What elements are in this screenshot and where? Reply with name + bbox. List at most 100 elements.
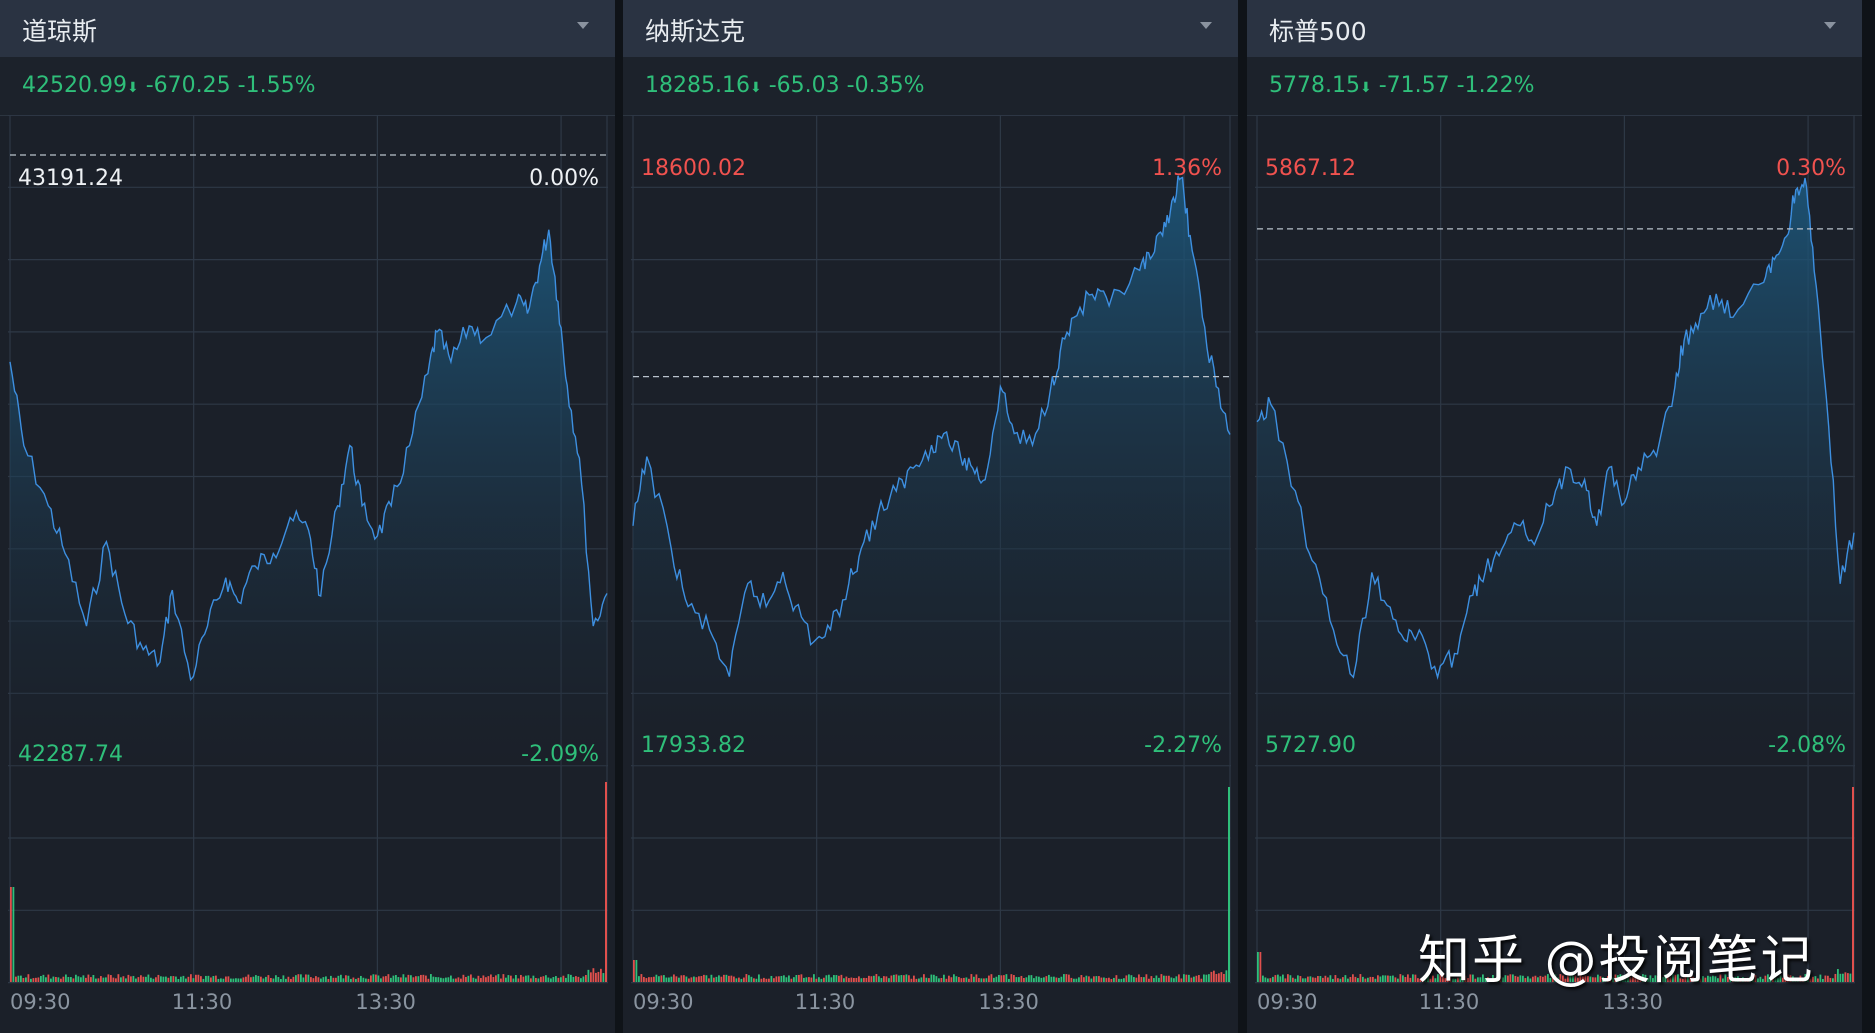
volume-bar	[425, 975, 427, 982]
panel-header[interactable]: 纳斯达克	[623, 0, 1238, 57]
volume-bar	[1737, 976, 1739, 982]
index-panel-2: 标普500 5778.15⬇ -71.57 -1.22% 5867.12 0.30…	[1247, 0, 1862, 1033]
volume-bar	[560, 977, 562, 982]
intraday-chart: 5867.12 0.30% 5727.90 -2.08% 09:30 11:30 13:30	[1255, 115, 1855, 1014]
volume-bar	[1218, 973, 1220, 982]
volume-bar	[462, 974, 465, 982]
volume-bar	[467, 975, 470, 982]
volume-bar	[1225, 970, 1228, 982]
volume-bar	[840, 974, 843, 982]
volume-bar	[1193, 976, 1195, 982]
volume-bar	[92, 974, 95, 982]
volume-bar	[340, 974, 342, 982]
intraday-chart: 43191.24 0.00% 42287.74 -2.09% 09:30 11:30 13:…	[8, 115, 608, 1014]
volume-bar	[247, 974, 250, 982]
panel-header[interactable]: 标普500	[1247, 0, 1862, 57]
volume-bar	[155, 977, 157, 982]
volume-bar	[1282, 974, 1284, 982]
volume-bar	[893, 974, 895, 982]
volume-bar	[1454, 978, 1457, 982]
volume-bar	[1569, 975, 1572, 982]
volume-bar	[1787, 974, 1789, 982]
volume-bar	[1792, 976, 1794, 982]
volume-bar	[1334, 975, 1337, 982]
volume-bar	[1307, 976, 1309, 982]
volume-bar	[978, 978, 980, 982]
caret-down-icon[interactable]	[1200, 22, 1212, 29]
volume-bar	[815, 978, 818, 982]
volume-bar	[590, 972, 592, 982]
volume-bar	[1125, 975, 1128, 982]
volume-bar	[315, 976, 317, 982]
volume-bar	[1849, 973, 1852, 982]
y-max-pct-label: 0.00%	[529, 166, 599, 191]
volume-bar	[1582, 976, 1584, 982]
volume-bar	[778, 976, 780, 982]
panel-header[interactable]: 道琼斯	[0, 0, 615, 57]
volume-bar	[918, 978, 920, 982]
volume-bar	[322, 977, 325, 982]
volume-bar	[703, 974, 705, 982]
volume-bar	[225, 976, 227, 982]
volume-bar	[380, 978, 382, 982]
volume-bar	[82, 975, 85, 982]
volume-bar	[1467, 978, 1469, 982]
volume-bar	[690, 977, 693, 982]
volume-bar	[280, 978, 282, 982]
volume-bar	[968, 978, 970, 982]
volume-bar	[465, 976, 467, 982]
volume-bar	[1814, 976, 1817, 982]
volume-bar	[805, 977, 808, 982]
volume-bar	[245, 976, 247, 982]
volume-bar	[232, 978, 235, 982]
volume-bar	[1612, 977, 1614, 982]
caret-down-icon[interactable]	[1824, 22, 1836, 29]
volume-bar	[362, 977, 365, 982]
volume-bar	[447, 977, 450, 982]
volume-bar	[678, 977, 680, 982]
volume-bar	[1000, 975, 1003, 982]
volume-bar	[648, 977, 650, 982]
volume-bar	[1287, 974, 1289, 982]
volume-bar	[920, 977, 923, 982]
volume-bar	[1140, 977, 1143, 982]
volume-bar	[337, 975, 340, 982]
volume-bar	[1794, 977, 1797, 982]
volume-bar	[355, 978, 357, 982]
volume-bar	[1093, 976, 1095, 982]
volume-bar	[1512, 974, 1514, 982]
volume-bar	[1744, 978, 1747, 982]
volume-bar	[385, 976, 387, 982]
volume-bar	[47, 974, 50, 982]
volume-bar	[1639, 978, 1642, 982]
x-tick-label: 11:30	[795, 990, 856, 1014]
volume-bar	[30, 978, 32, 982]
volume-bar	[770, 975, 773, 982]
caret-down-icon[interactable]	[577, 22, 589, 29]
volume-bar	[1135, 977, 1138, 982]
volume-bar	[375, 974, 377, 982]
volume-bar	[798, 974, 800, 982]
volume-bar	[265, 976, 267, 982]
index-title: 道琼斯	[22, 17, 98, 46]
volume-bar	[517, 978, 520, 982]
volume-bar	[1559, 974, 1562, 982]
volume-bar	[532, 975, 535, 982]
last-price: 18285.16	[645, 73, 750, 98]
volume-bar	[1143, 977, 1145, 982]
volume-bar	[1312, 977, 1314, 982]
volume-bar	[1572, 974, 1574, 982]
volume-bar	[1592, 977, 1594, 982]
volume-bar	[1759, 976, 1762, 982]
volume-bar	[1050, 976, 1053, 982]
volume-bar	[875, 974, 878, 982]
volume-bar	[1432, 975, 1434, 982]
volume-bar	[445, 977, 447, 982]
volume-bar	[663, 975, 665, 982]
volume-bar	[758, 974, 760, 982]
volume-bar	[813, 974, 815, 982]
volume-bar	[347, 975, 350, 982]
volume-bar	[65, 974, 67, 982]
volume-bar	[725, 974, 728, 982]
volume-bar	[542, 976, 545, 982]
